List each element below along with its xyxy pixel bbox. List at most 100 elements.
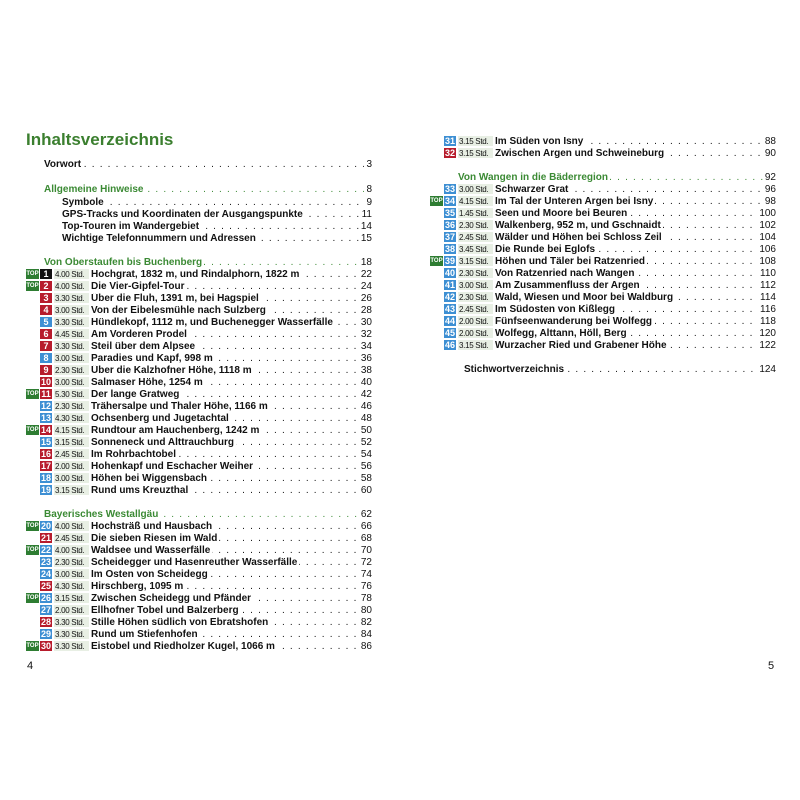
entry-title: Im Tal der Unteren Argen bei Isny [495,195,763,207]
entry-page: 92 [762,171,776,183]
entry-page: 24 [358,280,372,292]
entry-title: Rundtour am Hauchenberg, 1242 m [91,424,359,436]
tour-entry[interactable]: 293.30 Std.Rund um Stiefenhofen 84 [26,628,372,640]
tour-entry[interactable]: 351.45 Std.Seen und Moore bei Beuren 100 [430,207,776,219]
toc-section-heading[interactable]: Bayerisches Westallgäu 62 [44,508,372,520]
entry-label: Von Ratzenried nach Wangen [495,267,637,279]
tour-entry[interactable]: TOP 1 4.00 Std. Hochgrat, 1832 m, und Rinda… [26,268,372,280]
tour-entry[interactable]: 83.00 Std.Paradies und Kapf, 998 m 36 [26,352,372,364]
entry-title: Im Südosten von Kißlegg [495,303,758,315]
tour-entry[interactable]: 212.45 Std.Die sieben Riesen im Wald 68 [26,532,372,544]
tour-entry[interactable]: 254.30 Std.Hirschberg, 1095 m 76 [26,580,372,592]
tour-entry[interactable]: 3 3.30 Std. Über die Fluh, 1391 m, bei Hag… [26,292,372,304]
duration-label: 2.00 Std. [458,316,493,326]
tour-entry[interactable]: 27 2.00 Std. Ellhofner Tobel und Balzerber… [26,604,372,616]
tour-entry[interactable]: 452.00 Std.Wolfegg, Alttann, Höll, Berg 1… [430,327,776,339]
tour-entry[interactable]: 103.00 Std.Salmaser Höhe, 1254 m 40 [26,376,372,388]
entry-label: Stille Höhen südlich von Ebratshofen [91,616,271,628]
tour-entry[interactable]: 44 2.00 Std. Fünfseenwanderung bei Wolfegg… [430,315,776,327]
entry-label: Schwarzer Grat [495,183,571,195]
tour-entry[interactable]: 413.00 Std.Am Zusammenfluss der Argen 112 [430,279,776,291]
duration-label: 2.00 Std. [54,605,89,615]
entry-page: 46 [358,400,372,412]
tour-entry[interactable]: 46 3.15 Std. Wurzacher Ried und Grabener H… [430,339,776,351]
entry-page: 32 [358,328,372,340]
tour-entry[interactable]: 17 2.00 Std. Hohenkapf und Eschacher Weihe… [26,460,372,472]
top-tour-badge: TOP [26,281,39,291]
tour-entry[interactable]: TOP 14 4.15 Std. Rundtour am Hauchenberg, 1… [26,424,372,436]
tour-entry[interactable]: 9 2.30 Std. Über die Kalzhofner Höhe, 1118… [26,364,372,376]
entry-title: Scheidegger und Hasenreuther Wasserfälle [91,556,359,568]
tour-entry[interactable]: 32 3.15 Std. Zwischen Argen und Schweinebu… [430,147,776,159]
duration-label: 2.30 Std. [458,220,493,230]
tour-entry[interactable]: 313.15 Std.Im Süden von Isny 88 [430,135,776,147]
tour-entry[interactable]: 243.00 Std.Im Osten von Scheidegg 74 [26,568,372,580]
tour-entry[interactable]: 162.45 Std.Im Rohrbachtobel 54 [26,448,372,460]
tour-entry[interactable]: 64.45 Std.Am Vorderen Prodel 32 [26,328,372,340]
entry-title: Von der Eibelesmühle nach Sulzberg [91,304,359,316]
toc-front-item[interactable]: GPS-Tracks und Koordinaten der Ausgangsp… [62,208,372,220]
toc-front-item[interactable]: Top-Touren im Wandergebiet 14 [62,220,372,232]
entry-title: Symbole [62,196,364,208]
duration-label: 4.30 Std. [54,413,89,423]
entry-page: 116 [758,303,776,315]
tour-entry[interactable]: 73.30 Std.Steil über dem Alpsee 34 [26,340,372,352]
toc-section-heading[interactable]: Von Oberstaufen bis Buchenberg 18 [44,256,372,268]
tour-entry[interactable]: 5 3.30 Std. Hündlekopf, 1112 m, und Buchen… [26,316,372,328]
tour-entry[interactable]: 134.30 Std.Ochsenberg und Jugetachtal 48 [26,412,372,424]
entry-title: Wälder und Höhen bei Schloss Zeil [495,231,757,243]
toc-front-item[interactable]: Wichtige Telefonnummern und Adressen 15 [62,232,372,244]
entry-title: Hochsträß und Hausbach [91,520,359,532]
tour-entry[interactable]: 383.45 Std.Die Runde bei Eglofs 106 [430,243,776,255]
tour-entry[interactable]: 193.15 Std.Rund ums Kreuzthal 60 [26,484,372,496]
tour-entry[interactable]: 28 3.30 Std. Stille Höhen südlich von Ebra… [26,616,372,628]
toc-index-entry[interactable]: Stichwortverzeichnis 124 [464,363,776,375]
entry-page: 38 [358,364,372,376]
entry-title: Sonneneck und Alttrauchburg [91,436,359,448]
tour-entry[interactable]: 432.45 Std.Im Südosten von Kißlegg 116 [430,303,776,315]
top-tour-badge: TOP [26,545,39,555]
entry-page: 36 [358,352,372,364]
duration-label: 4.30 Std. [54,581,89,591]
tour-number-badge: 17 [40,461,52,471]
tour-entry[interactable]: 42 2.30 Std. Wald, Wiesen und Moor bei Wal… [430,291,776,303]
duration-label: 3.30 Std. [54,641,89,651]
tour-entry[interactable]: TOP 26 3.15 Std. Zwischen Scheidegg und Pfä… [26,592,372,604]
entry-page: 3 [364,158,372,170]
toc-section-heading[interactable]: Von Wangen in die Bäderregion 92 [458,171,776,183]
tour-entry[interactable]: 12 2.30 Std. Trähersalpe und Thaler Höhe, … [26,400,372,412]
tour-number-badge: 6 [40,329,52,339]
tour-entry[interactable]: TOP 34 4.15 Std. Im Tal der Unteren Argen b… [430,195,776,207]
tour-entry[interactable]: 37 2.45 Std. Wälder und Höhen bei Schloss … [430,231,776,243]
tour-entry[interactable]: 402.30 Std.Von Ratzenried nach Wangen 110 [430,267,776,279]
tour-number-badge: 24 [40,569,52,579]
tour-entry[interactable]: 333.00 Std.Schwarzer Grat 96 [430,183,776,195]
tour-entry[interactable]: 153.15 Std.Sonneneck und Alttrauchburg 52 [26,436,372,448]
tour-number-badge: 34 [444,196,456,206]
entry-page: 100 [757,207,776,219]
duration-label: 2.30 Std. [54,557,89,567]
tour-entry[interactable]: 4 3.00 Std. Von der Eibelesmühle nach Sulz… [26,304,372,316]
duration-label: 4.00 Std. [54,545,89,555]
tour-entry[interactable]: 23 2.30 Std. Scheidegger und Hasenreuther … [26,556,372,568]
tour-entry[interactable]: 183.00 Std.Höhen bei Wiggensbach 58 [26,472,372,484]
toc-front-item[interactable]: Vorwort 3 [44,158,372,170]
entry-page: 78 [358,592,372,604]
entry-title: Zwischen Scheidegg und Pfänder [91,592,359,604]
entry-page: 98 [762,195,776,207]
entry-page: 102 [757,219,776,231]
entry-page: 22 [358,268,372,280]
duration-label: 1.45 Std. [458,208,493,218]
tour-entry[interactable]: TOP 30 3.30 Std. Eistobel und Riedholzer Ku… [26,640,372,652]
tour-entry[interactable]: 36 2.30 Std. Walkenberg, 952 m, und Gschna… [430,219,776,231]
toc-front-item[interactable]: Allgemeine Hinweise 8 [44,183,372,195]
entry-label: Höhen bei Wiggensbach [91,472,210,484]
tour-entry[interactable]: TOP 39 3.15 Std. Höhen und Täler bei Ratzen… [430,255,776,267]
tour-number-badge: 15 [40,437,52,447]
entry-title: GPS-Tracks und Koordinaten der Ausgangsp… [62,208,360,220]
toc-front-item[interactable]: Symbole 9 [62,196,372,208]
